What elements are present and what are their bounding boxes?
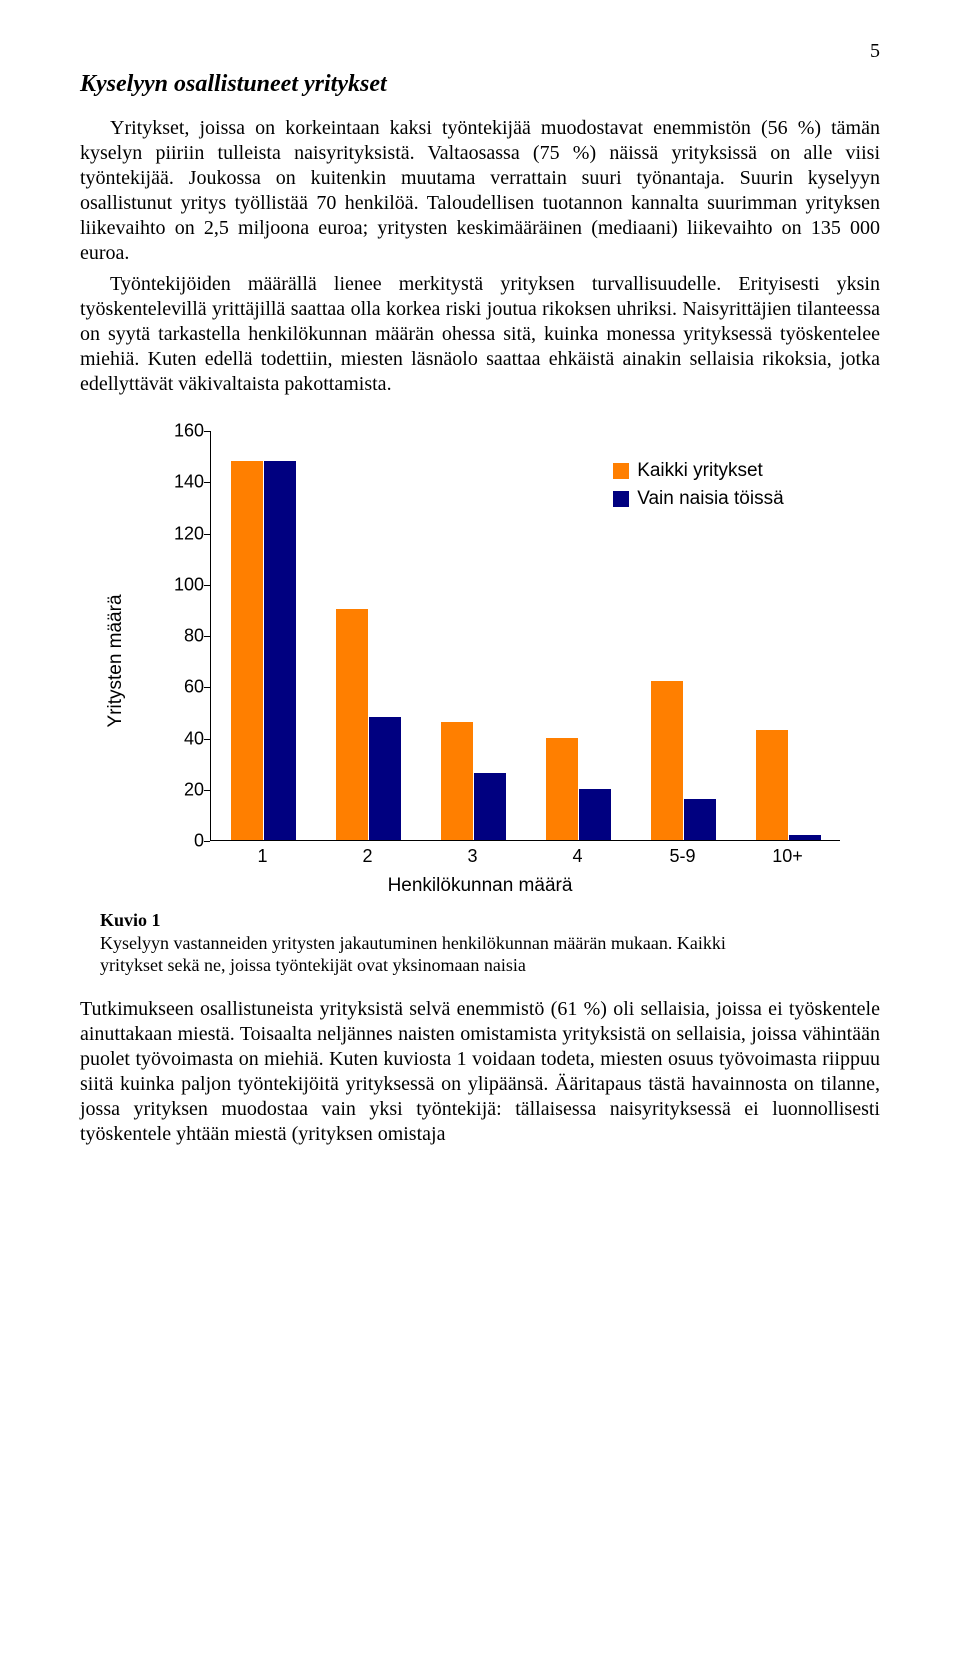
bar <box>336 609 369 840</box>
body-paragraph: Tutkimukseen osallistuneista yrityksistä… <box>80 997 880 1147</box>
y-tick-mark <box>204 585 210 586</box>
body-paragraph: Yritykset, joissa on korkeintaan kaksi t… <box>80 116 880 266</box>
legend-swatch <box>613 463 629 479</box>
legend: Kaikki yritykset Vain naisia töissä <box>613 460 783 516</box>
legend-label: Vain naisia töissä <box>637 488 783 510</box>
figure-caption: Kuvio 1 Kyselyyn vastanneiden yritysten … <box>100 909 860 977</box>
bar <box>441 722 474 840</box>
y-tick-mark <box>204 739 210 740</box>
y-tick-mark <box>204 431 210 432</box>
bar <box>546 738 579 841</box>
x-tick-label: 1 <box>257 846 267 867</box>
bar <box>756 730 789 840</box>
legend-item: Kaikki yritykset <box>613 460 783 482</box>
y-tick-mark <box>204 841 210 842</box>
x-tick-label: 3 <box>467 846 477 867</box>
chart-figure: Yritysten määrä Henkilökunnan määrä 0 20 4… <box>100 421 860 977</box>
y-tick-mark <box>204 790 210 791</box>
legend-label: Kaikki yritykset <box>637 460 763 482</box>
y-tick-mark <box>204 687 210 688</box>
x-tick-label: 10+ <box>772 846 803 867</box>
y-tick-label: 120 <box>170 523 204 544</box>
y-tick-label: 160 <box>170 421 204 442</box>
bar <box>231 461 264 840</box>
legend-item: Vain naisia töissä <box>613 488 783 510</box>
y-tick-label: 140 <box>170 472 204 493</box>
bar <box>264 461 297 840</box>
bar <box>474 773 507 840</box>
y-tick-label: 0 <box>170 831 204 852</box>
body-paragraph: Työntekijöiden määrällä lienee merkityst… <box>80 272 880 397</box>
page-number: 5 <box>80 40 880 63</box>
y-tick-mark <box>204 482 210 483</box>
bar <box>651 681 684 840</box>
x-tick-label: 5-9 <box>669 846 695 867</box>
bar <box>789 835 822 840</box>
x-tick-label: 2 <box>362 846 372 867</box>
caption-label: Kuvio 1 <box>100 909 180 932</box>
section-title: Kyselyyn osallistuneet yritykset <box>80 71 880 98</box>
bar <box>579 789 612 840</box>
y-tick-label: 40 <box>170 728 204 749</box>
y-tick-label: 60 <box>170 677 204 698</box>
y-tick-mark <box>204 636 210 637</box>
legend-swatch <box>613 491 629 507</box>
y-axis-title: Yritysten määrä <box>105 594 127 727</box>
y-tick-label: 100 <box>170 574 204 595</box>
x-axis-title: Henkilökunnan määrä <box>388 875 573 897</box>
bar <box>684 799 717 840</box>
y-tick-label: 20 <box>170 779 204 800</box>
bar <box>369 717 402 840</box>
bar-chart: Yritysten määrä Henkilökunnan määrä 0 20 4… <box>100 421 860 901</box>
x-tick-label: 4 <box>572 846 582 867</box>
caption-text: Kyselyyn vastanneiden yritysten jakautum… <box>100 932 776 977</box>
y-tick-mark <box>204 534 210 535</box>
y-tick-label: 80 <box>170 626 204 647</box>
